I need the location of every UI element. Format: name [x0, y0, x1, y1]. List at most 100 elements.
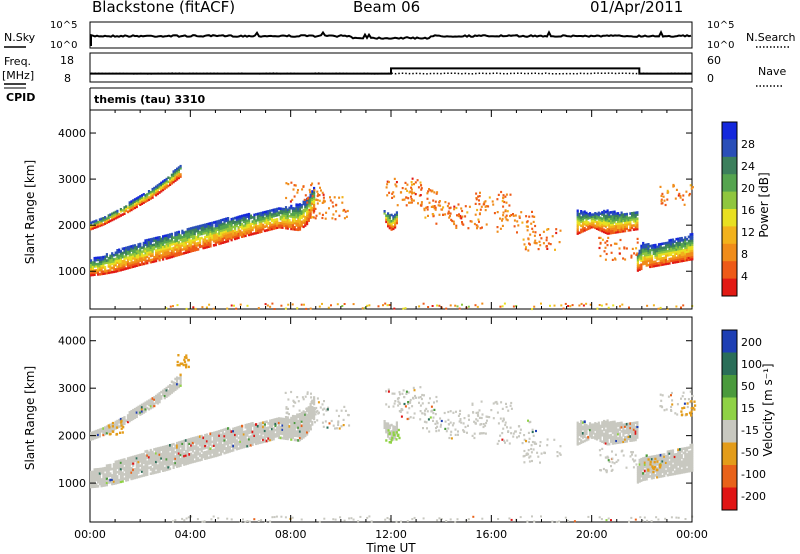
- data-cell: [272, 418, 275, 422]
- data-cell: [135, 258, 138, 261]
- data-cell: [583, 222, 586, 226]
- data-cell: [139, 413, 142, 416]
- data-cell: [613, 431, 616, 434]
- data-cell: [301, 188, 304, 191]
- data-cell: [673, 453, 676, 456]
- data-cell: [186, 246, 189, 250]
- data-cell: [144, 249, 147, 253]
- data-cell: [121, 475, 124, 479]
- data-cell: [627, 222, 630, 226]
- data-cell: [595, 431, 599, 435]
- data-cell: [144, 456, 147, 460]
- data-cell: [597, 224, 600, 227]
- data-cell: [195, 453, 198, 456]
- data-cell: [244, 232, 247, 235]
- data-cell: [126, 472, 130, 475]
- data-cell: [394, 226, 397, 229]
- data-cell: [407, 197, 410, 200]
- data-cell: [276, 428, 279, 431]
- data-cell: [140, 407, 144, 411]
- data-cell: [657, 456, 661, 459]
- data-cell: [151, 467, 154, 471]
- data-cell: [155, 449, 158, 453]
- data-cell: [594, 220, 597, 223]
- data-cell: [156, 184, 159, 187]
- data-cell: [601, 223, 604, 227]
- data-cell: [140, 254, 144, 258]
- data-cell: [689, 256, 692, 259]
- data-cell: [98, 478, 101, 482]
- data-cell: [595, 225, 599, 228]
- data-cell: [91, 261, 94, 264]
- data-cell: [118, 468, 121, 471]
- data-cell: [237, 432, 240, 435]
- data-cell: [97, 472, 100, 475]
- data-cell: [184, 236, 187, 240]
- data-cell: [227, 444, 230, 447]
- data-cell: [307, 215, 310, 218]
- data-cell: [426, 197, 429, 200]
- data-cell: [671, 244, 675, 248]
- data-cell: [622, 423, 625, 427]
- data-cell: [167, 248, 170, 251]
- data-cell: [270, 421, 274, 424]
- data-cell: [188, 442, 191, 445]
- data-cell: [293, 184, 296, 187]
- data-cell: [599, 426, 602, 430]
- data-cell: [153, 260, 156, 263]
- data-cell: [647, 462, 650, 466]
- data-cell: [539, 244, 542, 247]
- data-cell: [632, 436, 635, 440]
- data-cell: [207, 222, 210, 226]
- data-cell: [592, 223, 595, 227]
- data-cell: [636, 470, 639, 473]
- data-cell: [93, 474, 96, 478]
- data-cell: [605, 252, 608, 256]
- data-cell: [130, 249, 133, 252]
- data-cell: [170, 452, 173, 455]
- data-cell: [624, 229, 627, 233]
- data-cell: [583, 424, 586, 428]
- data-cell: [387, 218, 390, 222]
- data-cell: [387, 433, 390, 436]
- data-cell: [207, 443, 210, 447]
- data-cell: [387, 424, 390, 428]
- data-cell: [506, 219, 509, 222]
- data-cell: [170, 454, 173, 457]
- data-cell: [668, 452, 671, 455]
- colorbar-swatch: [722, 226, 737, 245]
- data-cell: [666, 465, 669, 468]
- data-cell: [139, 201, 142, 204]
- data-cell: [195, 238, 198, 241]
- data-cell: [293, 400, 296, 404]
- data-cell: [105, 425, 108, 428]
- data-cell: [193, 445, 196, 448]
- data-cell: [204, 436, 207, 439]
- data-cell: [647, 471, 650, 474]
- data-cell: [620, 226, 623, 229]
- data-cell: [212, 450, 216, 454]
- data-cell: [260, 220, 263, 223]
- data-cell: [316, 199, 319, 202]
- data-cell: [139, 458, 142, 461]
- data-cell: [158, 394, 161, 397]
- data-cell: [128, 256, 131, 259]
- data-cell: [611, 420, 614, 424]
- data-cell: [227, 237, 230, 241]
- data-cell: [114, 214, 117, 218]
- data-cell: [283, 426, 286, 429]
- data-cell: [118, 250, 121, 254]
- data-cell: [297, 415, 300, 419]
- data-cell: [162, 249, 165, 253]
- data-cell: [160, 189, 163, 193]
- data-cell: [419, 194, 422, 197]
- data-cell: [111, 480, 114, 484]
- data-cell: [151, 405, 154, 409]
- data-cell: [183, 245, 186, 249]
- data-cell: [625, 212, 628, 216]
- data-cell: [116, 466, 119, 470]
- data-cell: [618, 436, 621, 440]
- data-cell: [160, 185, 163, 189]
- data-cell: [116, 255, 119, 258]
- data-cell: [590, 425, 593, 429]
